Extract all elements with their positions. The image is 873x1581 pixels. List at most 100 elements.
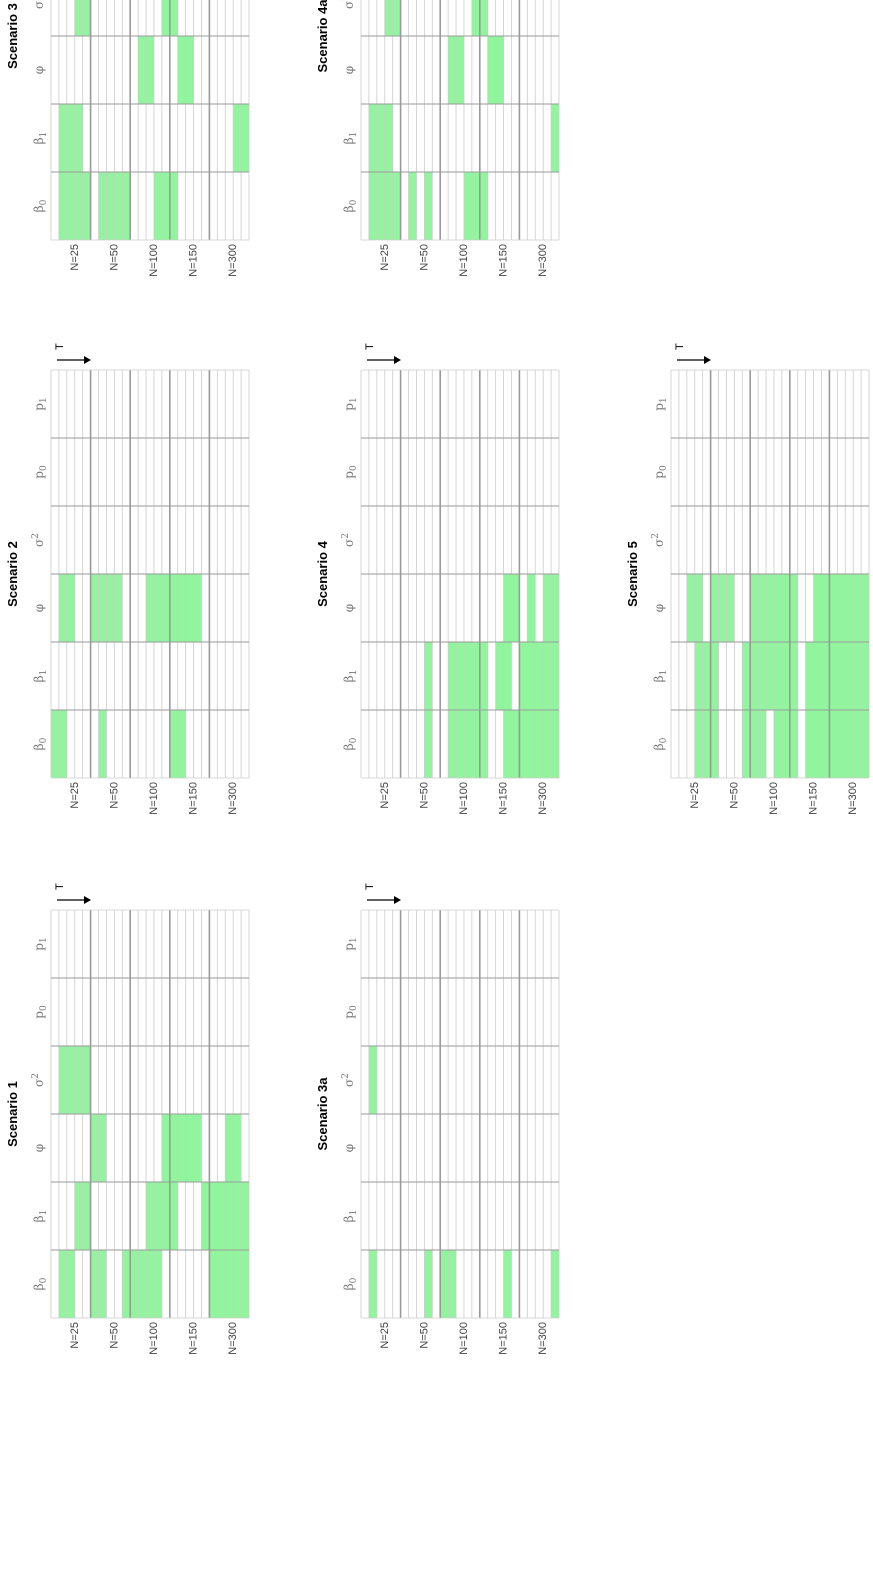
highlight-cell — [781, 710, 790, 778]
n-group-label: N=300 — [227, 1322, 239, 1355]
highlight-cell — [66, 104, 75, 172]
param-label-b1: β1 — [32, 132, 49, 145]
n-group-label: N=300 — [847, 782, 859, 815]
highlight-cell — [781, 574, 790, 642]
highlight-cell — [384, 0, 393, 36]
param-label-symbol: p — [652, 471, 666, 479]
param-label-p1: p1 — [342, 397, 359, 410]
param-label-b0: β0 — [652, 737, 669, 750]
highlight-cell — [766, 642, 774, 710]
highlight-cell — [448, 642, 457, 710]
panel-2: β0β1φσ2p0p1N=25N=50N=100N=150N=300TScena… — [5, 0, 250, 277]
highlight-cell — [66, 1250, 75, 1318]
highlight-cell — [98, 1250, 107, 1318]
highlight-cell — [535, 710, 544, 778]
highlight-cell — [146, 574, 154, 642]
param-label-symbol: σ — [32, 1, 46, 9]
highlight-cell — [519, 710, 528, 778]
param-label-symbol: σ — [32, 1079, 46, 1087]
n-group-label: N=150 — [188, 244, 200, 277]
param-label-symbol: β — [32, 205, 46, 212]
n-group-label: N=50 — [108, 782, 120, 809]
param-label-phi: φ — [342, 1144, 356, 1152]
n-group-label: N=100 — [148, 1322, 160, 1355]
param-label-p1: p1 — [652, 397, 669, 410]
param-label-symbol: p — [32, 1011, 46, 1019]
t-arrow-label: T — [54, 883, 66, 890]
highlight-cell — [368, 1046, 377, 1114]
param-label-phi: φ — [32, 1144, 46, 1152]
highlight-cell — [837, 710, 846, 778]
highlight-cell — [122, 1250, 131, 1318]
param-label-symbol: β — [32, 743, 46, 750]
param-label-b1: β1 — [32, 670, 49, 683]
n-group-label: N=300 — [227, 782, 239, 815]
highlight-cell — [146, 1182, 154, 1250]
highlight-cell — [742, 710, 751, 778]
highlight-cell — [225, 1250, 234, 1318]
highlight-cell — [694, 710, 703, 778]
highlight-cell — [225, 1182, 234, 1250]
highlight-cell — [718, 574, 727, 642]
highlight-cell — [845, 574, 854, 642]
highlight-cell — [90, 574, 99, 642]
param-label-symbol: β — [32, 1283, 46, 1290]
param-label-subscript: 0 — [349, 1005, 359, 1011]
param-label-symbol: β — [32, 1215, 46, 1222]
highlight-cell — [551, 1250, 560, 1318]
highlight-cell — [448, 36, 457, 104]
t-arrow-label: T — [674, 343, 686, 350]
n-group-label: N=100 — [458, 782, 470, 815]
param-label-subscript: 0 — [349, 1277, 359, 1283]
param-label-s2: σ2 — [341, 1073, 356, 1087]
highlight-cell — [758, 642, 767, 710]
highlight-cell — [138, 1250, 147, 1318]
n-group-label: N=100 — [148, 244, 160, 277]
highlight-cell — [853, 574, 862, 642]
param-label-b0: β0 — [342, 1277, 359, 1290]
param-label-subscript: 1 — [39, 397, 49, 403]
highlight-cell — [233, 104, 242, 172]
param-label-symbol: β — [342, 205, 356, 212]
highlight-cell — [376, 172, 385, 240]
param-label-b0: β0 — [342, 737, 359, 750]
highlight-cell — [463, 172, 472, 240]
param-label-s2: σ2 — [341, 533, 356, 547]
highlight-cell — [789, 574, 798, 642]
n-group-label: N=50 — [108, 1322, 120, 1349]
param-label-symbol: φ — [32, 1144, 46, 1152]
param-label-symbol: σ — [652, 539, 666, 547]
param-label-symbol: p — [32, 943, 46, 951]
highlight-cell — [702, 642, 711, 710]
highlight-cell — [241, 1182, 250, 1250]
highlight-cell — [813, 710, 822, 778]
highlight-cell — [161, 1182, 170, 1250]
highlight-cell — [471, 0, 480, 36]
highlight-cell — [169, 574, 178, 642]
param-label-subscript: 1 — [349, 132, 359, 138]
param-label-subscript: 1 — [349, 937, 359, 943]
highlight-cell — [551, 574, 560, 642]
n-group-label: N=300 — [537, 782, 549, 815]
param-label-phi: φ — [342, 66, 356, 74]
param-label-s2: σ2 — [341, 0, 356, 9]
param-label-symbol: φ — [342, 604, 356, 612]
highlight-cell — [177, 1114, 186, 1182]
highlight-cell — [837, 574, 846, 642]
highlight-cell — [58, 104, 67, 172]
param-label-symbol: p — [342, 403, 356, 411]
param-label-symbol: φ — [342, 1144, 356, 1152]
highlight-cell — [368, 172, 377, 240]
param-label-subscript: 0 — [349, 199, 359, 205]
param-label-subscript: 0 — [39, 1277, 49, 1283]
highlight-cell — [479, 0, 488, 36]
highlight-cell — [161, 574, 170, 642]
highlight-cell — [241, 104, 250, 172]
t-arrow-label: T — [364, 343, 376, 350]
highlight-cell — [233, 1250, 242, 1318]
highlight-cell — [503, 1250, 512, 1318]
highlight-cell — [130, 1250, 139, 1318]
param-label-p0: p0 — [342, 1005, 359, 1019]
highlight-cell — [527, 642, 536, 710]
highlight-cell — [392, 172, 401, 240]
